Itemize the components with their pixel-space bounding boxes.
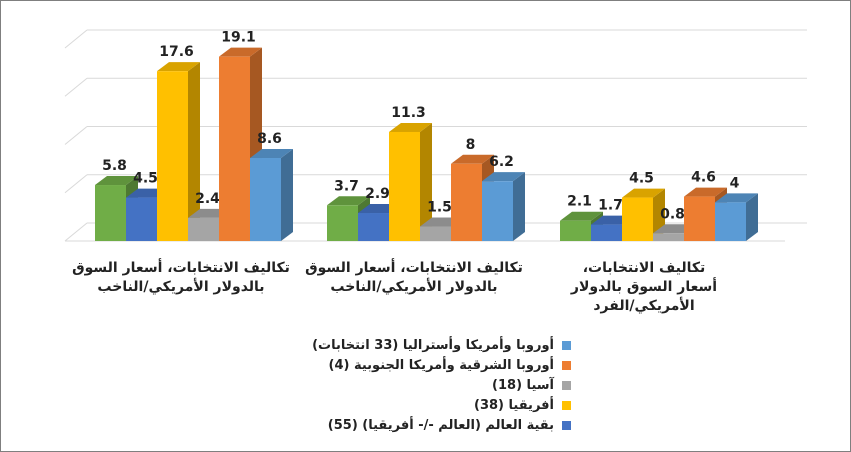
legend-swatch xyxy=(562,360,571,370)
bar xyxy=(482,181,513,241)
legend-item: أوروبا وأمريكا وأستراليا (33 انتخابات) xyxy=(271,335,571,355)
value-label: 4.5 xyxy=(133,171,158,187)
bar xyxy=(622,197,653,241)
bar xyxy=(684,196,715,241)
bar xyxy=(653,233,684,241)
bar-top xyxy=(157,62,200,72)
legend: أوروبا وأمريكا وأستراليا (33 انتخابات) أ… xyxy=(271,335,571,435)
bar-top xyxy=(715,193,758,203)
bar-top xyxy=(622,188,665,198)
bar-top xyxy=(451,154,494,164)
gridline-side xyxy=(64,222,88,242)
category-label-2: تكاليف الانتخابات، أسعار السوق بالدولار … xyxy=(305,260,523,295)
bar xyxy=(560,220,591,241)
legend-swatch xyxy=(562,420,571,430)
value-label: 4.6 xyxy=(691,170,716,186)
bar-top xyxy=(684,187,727,197)
bar-top xyxy=(327,196,370,206)
bar xyxy=(157,71,188,241)
gridline-side xyxy=(64,126,88,145)
value-label: 5.8 xyxy=(102,158,127,174)
value-label: 11.3 xyxy=(391,105,426,121)
legend-label: أوروبا الشرقية وأمريكا الجنوبية (4) xyxy=(328,357,555,373)
bar-top xyxy=(250,149,293,159)
value-label: 4 xyxy=(730,175,740,191)
value-label: 3.7 xyxy=(334,178,359,194)
gridline-side xyxy=(64,174,88,194)
legend-item: بقية العالم (العالم -/- أفريقيا) (55) xyxy=(271,415,571,435)
value-label: 4.5 xyxy=(629,171,654,187)
bar xyxy=(715,202,746,241)
bar xyxy=(591,224,622,241)
value-label: 2.9 xyxy=(365,186,390,202)
bar xyxy=(327,205,358,241)
legend-item: أوروبا الشرقية وأمريكا الجنوبية (4) xyxy=(271,355,571,375)
bar xyxy=(188,217,219,241)
category-label-1: تكاليف الانتخابات، أسعار السوق بالدولار … xyxy=(72,260,290,295)
bar xyxy=(451,163,482,241)
value-label: 2.1 xyxy=(567,194,592,210)
value-label: 1.7 xyxy=(598,198,623,214)
bar-top xyxy=(482,172,525,182)
legend-swatch xyxy=(562,380,571,390)
legend-label: أوروبا وأمريكا وأستراليا (33 انتخابات) xyxy=(312,337,554,353)
bar-top xyxy=(560,211,603,221)
bar-side xyxy=(281,149,293,241)
value-label: 17.6 xyxy=(159,44,194,60)
legend-label: بقية العالم (العالم -/- أفريقيا) (55) xyxy=(327,417,554,433)
bar xyxy=(358,213,389,241)
value-label: 8.6 xyxy=(257,131,282,147)
value-label: 0.8 xyxy=(660,206,685,222)
bar-top xyxy=(95,176,138,186)
gridline-side xyxy=(64,29,88,49)
bar xyxy=(126,197,157,241)
legend-swatch xyxy=(562,400,571,410)
legend-label: أفريقيا (38) xyxy=(474,397,554,413)
bar-top xyxy=(219,47,262,57)
value-label: 6.2 xyxy=(489,154,514,170)
bar-side xyxy=(746,193,758,241)
bar-side xyxy=(513,172,525,241)
legend-swatch xyxy=(562,340,571,350)
legend-label: آسيا (18) xyxy=(492,377,554,393)
bar xyxy=(219,56,250,242)
bar-top xyxy=(389,122,432,132)
value-label: 2.4 xyxy=(195,191,220,207)
bar-side xyxy=(188,62,200,241)
value-label: 19.1 xyxy=(221,30,256,46)
value-label: 1.5 xyxy=(427,200,452,216)
bar xyxy=(95,185,126,241)
value-label: 8 xyxy=(466,137,476,153)
legend-item: أفريقيا (38) xyxy=(271,395,571,415)
bar xyxy=(389,131,420,241)
bar-side xyxy=(420,122,432,241)
bar xyxy=(420,226,451,241)
category-label-3: تكاليف الانتخابات، أسعار السوق بالدولار … xyxy=(570,260,718,314)
legend-item: آسيا (18) xyxy=(271,375,571,395)
gridline-side xyxy=(64,77,88,97)
bar xyxy=(250,158,281,241)
